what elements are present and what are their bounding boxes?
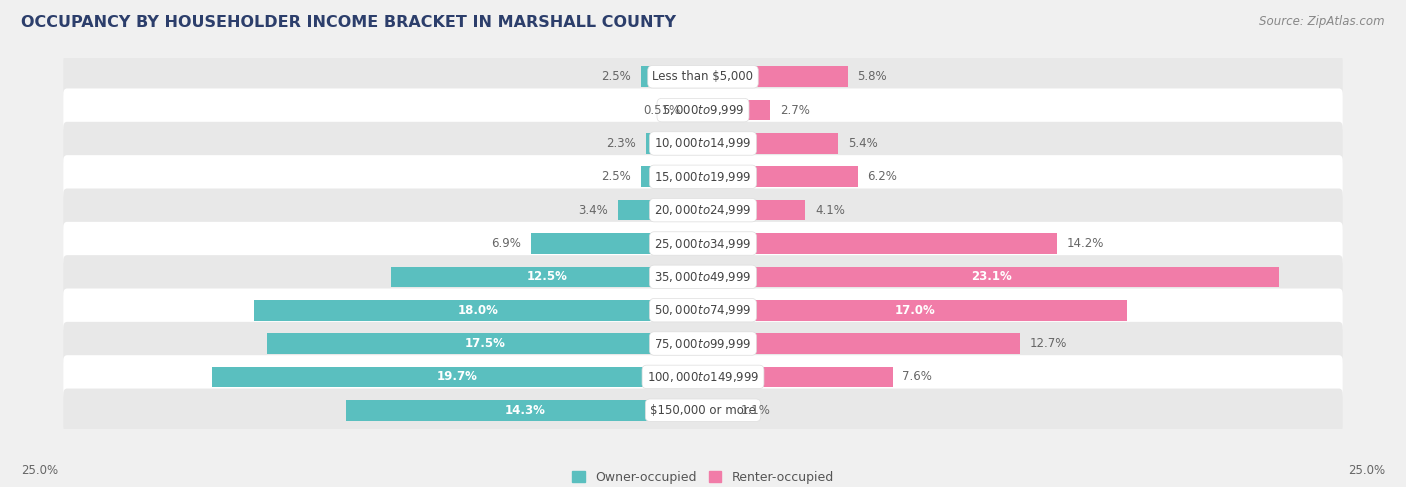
Text: 2.3%: 2.3% [606, 137, 636, 150]
Text: 12.5%: 12.5% [527, 270, 568, 283]
Text: 3.4%: 3.4% [578, 204, 609, 217]
Text: 4.1%: 4.1% [815, 204, 845, 217]
Bar [254, 300, 703, 320]
Text: $15,000 to $19,999: $15,000 to $19,999 [654, 170, 752, 184]
Text: 19.7%: 19.7% [437, 371, 478, 383]
Text: 12.7%: 12.7% [1029, 337, 1067, 350]
Text: $5,000 to $9,999: $5,000 to $9,999 [662, 103, 744, 117]
Text: 5.8%: 5.8% [858, 70, 887, 83]
Text: $35,000 to $49,999: $35,000 to $49,999 [654, 270, 752, 284]
Text: 5.4%: 5.4% [848, 137, 877, 150]
Text: 2.5%: 2.5% [600, 70, 631, 83]
Bar [641, 66, 703, 87]
Bar [703, 200, 806, 221]
Text: 18.0%: 18.0% [458, 304, 499, 317]
FancyBboxPatch shape [63, 255, 1343, 299]
FancyBboxPatch shape [63, 188, 1343, 232]
Bar [703, 400, 731, 421]
Text: $75,000 to $99,999: $75,000 to $99,999 [654, 337, 752, 351]
Bar [703, 100, 770, 120]
Bar [703, 167, 858, 187]
FancyBboxPatch shape [63, 89, 1343, 132]
Text: $25,000 to $34,999: $25,000 to $34,999 [654, 237, 752, 250]
Bar [212, 367, 703, 387]
Bar [531, 233, 703, 254]
Text: 6.9%: 6.9% [491, 237, 522, 250]
Text: $100,000 to $149,999: $100,000 to $149,999 [647, 370, 759, 384]
Bar [391, 266, 703, 287]
Text: 14.3%: 14.3% [505, 404, 546, 417]
Text: 1.1%: 1.1% [741, 404, 770, 417]
FancyBboxPatch shape [63, 222, 1343, 265]
FancyBboxPatch shape [63, 288, 1343, 332]
FancyBboxPatch shape [63, 389, 1343, 432]
Text: 17.0%: 17.0% [894, 304, 935, 317]
Text: $150,000 or more: $150,000 or more [650, 404, 756, 417]
Bar [703, 367, 893, 387]
FancyBboxPatch shape [63, 55, 1343, 98]
Bar [619, 200, 703, 221]
Text: 2.5%: 2.5% [600, 170, 631, 183]
Bar [645, 133, 703, 154]
FancyBboxPatch shape [63, 322, 1343, 365]
Bar [346, 400, 703, 421]
Text: 25.0%: 25.0% [21, 464, 58, 477]
Bar [703, 300, 1128, 320]
Bar [690, 100, 703, 120]
Bar [703, 66, 848, 87]
Text: 2.7%: 2.7% [780, 104, 810, 116]
Text: 14.2%: 14.2% [1067, 237, 1105, 250]
Legend: Owner-occupied, Renter-occupied: Owner-occupied, Renter-occupied [568, 466, 838, 487]
Text: OCCUPANCY BY HOUSEHOLDER INCOME BRACKET IN MARSHALL COUNTY: OCCUPANCY BY HOUSEHOLDER INCOME BRACKET … [21, 15, 676, 30]
Text: 0.51%: 0.51% [643, 104, 681, 116]
Bar [703, 333, 1019, 354]
Bar [267, 333, 703, 354]
Bar [641, 167, 703, 187]
Text: 25.0%: 25.0% [1348, 464, 1385, 477]
Text: 6.2%: 6.2% [868, 170, 897, 183]
Bar [703, 133, 838, 154]
Bar [703, 266, 1279, 287]
FancyBboxPatch shape [63, 355, 1343, 398]
Bar [703, 233, 1057, 254]
Text: $50,000 to $74,999: $50,000 to $74,999 [654, 303, 752, 317]
Text: 17.5%: 17.5% [464, 337, 505, 350]
FancyBboxPatch shape [63, 155, 1343, 199]
Text: Less than $5,000: Less than $5,000 [652, 70, 754, 83]
Text: 23.1%: 23.1% [970, 270, 1011, 283]
FancyBboxPatch shape [63, 122, 1343, 165]
Text: 7.6%: 7.6% [903, 371, 932, 383]
Text: $10,000 to $14,999: $10,000 to $14,999 [654, 136, 752, 150]
Text: $20,000 to $24,999: $20,000 to $24,999 [654, 203, 752, 217]
Text: Source: ZipAtlas.com: Source: ZipAtlas.com [1260, 15, 1385, 28]
